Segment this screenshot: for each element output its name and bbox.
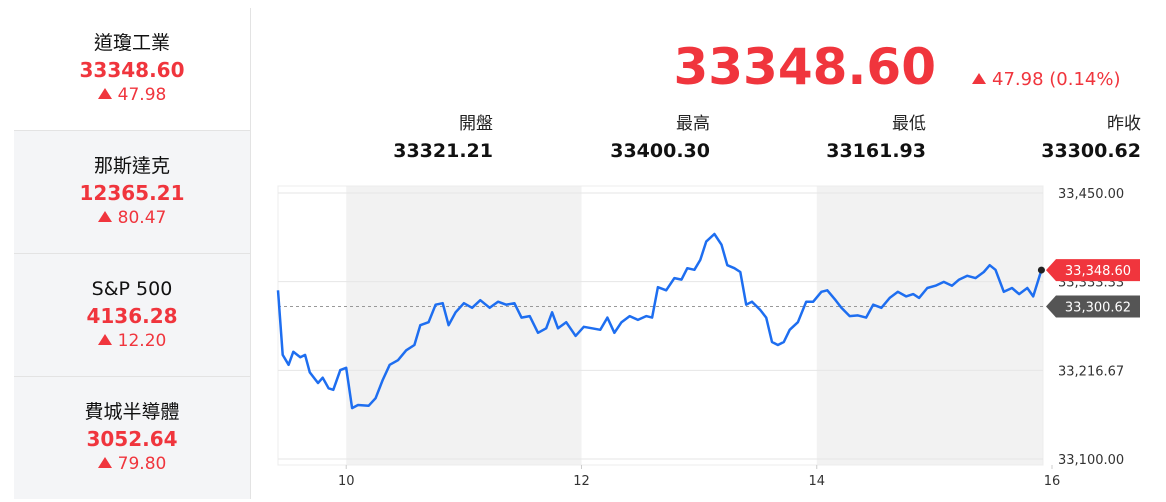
x-tick-label: 10 bbox=[338, 474, 355, 489]
index-price: 3052.64 bbox=[86, 427, 178, 451]
change-text: 80.47 bbox=[117, 208, 167, 228]
index-price: 4136.28 bbox=[86, 304, 178, 328]
index-name: 道瓊工業 bbox=[93, 32, 170, 54]
up-arrow bbox=[97, 457, 112, 468]
index-change: 80.47 bbox=[14, 207, 250, 229]
change-text: 79.80 bbox=[117, 454, 167, 474]
up-arrow bbox=[97, 88, 112, 99]
index-item[interactable]: 費城半導體 3052.64 79.80 bbox=[14, 376, 250, 499]
stat-label: 最高 bbox=[676, 114, 710, 134]
plot-frame bbox=[277, 185, 1044, 466]
x-tick-label: 12 bbox=[573, 474, 590, 489]
index-item[interactable]: 道瓊工業 33348.60 47.98 bbox=[14, 8, 250, 130]
last-price-tag-text: 33,348.60 bbox=[1065, 264, 1131, 279]
stat-label: 昨收 bbox=[1107, 114, 1141, 134]
stat: 昨收 33300.62 bbox=[981, 112, 1141, 166]
stat: 最低 33161.93 bbox=[766, 112, 926, 166]
stat-value: 33300.62 bbox=[1041, 140, 1141, 162]
stat: 最高 33400.30 bbox=[550, 112, 710, 166]
stat-value: 33400.30 bbox=[610, 140, 710, 162]
index-change: 47.98 bbox=[14, 84, 250, 106]
index-name: S&P 500 bbox=[91, 278, 173, 300]
stat-value: 33321.21 bbox=[393, 140, 493, 162]
up-arrow bbox=[97, 334, 112, 345]
index-name: 費城半導體 bbox=[84, 401, 180, 423]
reference-tag-bg bbox=[1046, 295, 1140, 318]
index-name: 那斯達克 bbox=[93, 155, 170, 177]
session-band bbox=[816, 186, 1043, 465]
price-line bbox=[276, 232, 1043, 410]
up-arrow bbox=[972, 73, 986, 84]
index-price: 33348.60 bbox=[79, 58, 185, 82]
index-change: 12.20 bbox=[14, 330, 250, 352]
change-text: 12.20 bbox=[117, 331, 167, 351]
index-item[interactable]: 那斯達克 12365.21 80.47 bbox=[14, 130, 250, 253]
index-price: 12365.21 bbox=[79, 181, 185, 205]
y-tick-label: 33,216.67 bbox=[1058, 364, 1124, 379]
change-text: 47.98 bbox=[117, 85, 167, 105]
index-item[interactable]: S&P 500 4136.28 12.20 bbox=[14, 253, 250, 376]
stat-label: 最低 bbox=[892, 114, 926, 134]
reference-tag-text: 33,300.62 bbox=[1065, 301, 1131, 316]
sidebar: 道瓊工業 33348.60 47.98 那斯達克 12365.21 80.47 S&P … bbox=[14, 8, 251, 499]
index-change: 79.80 bbox=[14, 453, 250, 475]
y-tick-label: 33,100.00 bbox=[1058, 453, 1124, 468]
stat-label: 開盤 bbox=[459, 114, 493, 134]
last-point bbox=[1037, 266, 1045, 274]
y-tick-label: 33,450.00 bbox=[1058, 187, 1124, 202]
x-tick-label: 16 bbox=[1044, 474, 1061, 489]
x-tick-label: 14 bbox=[808, 474, 825, 489]
up-arrow bbox=[97, 211, 112, 222]
stat: 開盤 33321.21 bbox=[333, 112, 493, 166]
last-price-tag-bg bbox=[1046, 259, 1140, 282]
session-band bbox=[346, 186, 582, 465]
current-price: 33348.60 bbox=[673, 38, 936, 96]
change-text: 47.98 bbox=[992, 69, 1044, 90]
change-pct: (0.14%) bbox=[1049, 69, 1121, 90]
stat-value: 33161.93 bbox=[826, 140, 926, 162]
price-change: 47.98 (0.14%) bbox=[972, 68, 1121, 92]
